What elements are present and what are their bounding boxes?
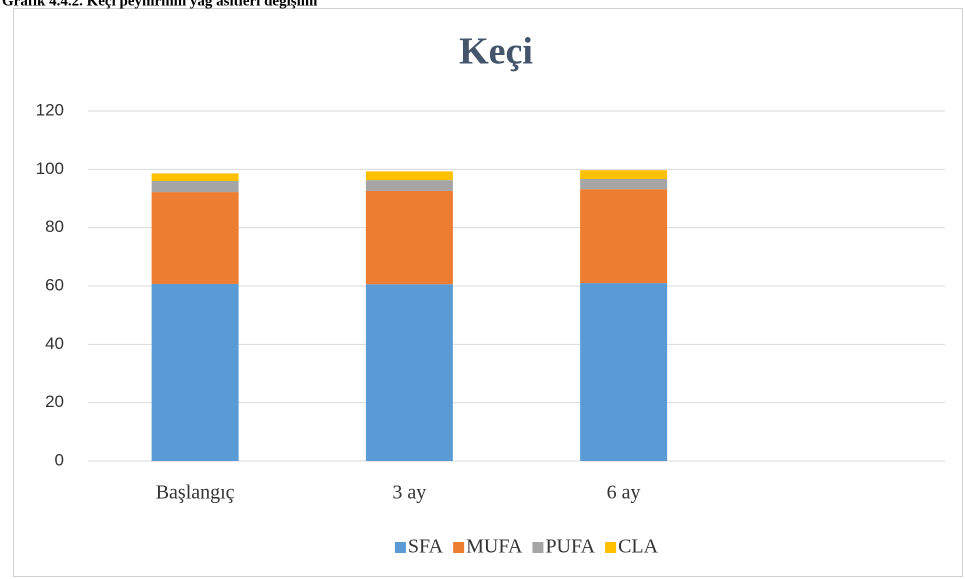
chart-title: Keçi <box>459 31 533 73</box>
y-tick-label: 0 <box>55 450 64 469</box>
x-tick-label: 3 ay <box>392 482 426 504</box>
x-tick-label: 6 ay <box>607 482 641 504</box>
legend: SFA MUFA PUFA CLA <box>394 536 659 558</box>
legend-swatch <box>532 542 544 553</box>
bar-segment <box>580 178 668 190</box>
bar-segment <box>151 283 239 461</box>
legend-label: PUFA <box>545 536 595 558</box>
legend-swatch <box>605 542 617 553</box>
legend-label: SFA <box>408 536 444 558</box>
caption: Grafik 4.4.2. Keçi peynirinin yağ asitle… <box>2 0 317 9</box>
legend-label: MUFA <box>466 536 523 558</box>
y-tick-label: 100 <box>36 159 64 178</box>
bar-segment <box>365 190 453 285</box>
bar-segment <box>580 189 668 284</box>
y-tick-label: 60 <box>45 275 64 294</box>
bar-segment <box>580 283 668 461</box>
y-tick-label: 120 <box>36 100 64 119</box>
legend-swatch <box>453 542 465 553</box>
bar-segment <box>151 173 239 181</box>
legend-label: CLA <box>618 536 659 558</box>
y-tick-label: 20 <box>45 392 64 411</box>
y-tick-label: 80 <box>45 217 64 236</box>
y-tick-label: 40 <box>45 334 64 353</box>
bar-segment <box>151 181 239 193</box>
bar-segment <box>151 192 239 284</box>
bar-segment <box>365 284 453 461</box>
bar-segment <box>580 170 668 179</box>
x-tick-label: Başlangıç <box>156 482 235 504</box>
legend-swatch <box>394 542 406 553</box>
bar-segment <box>365 171 453 181</box>
bar-segment <box>365 180 453 191</box>
